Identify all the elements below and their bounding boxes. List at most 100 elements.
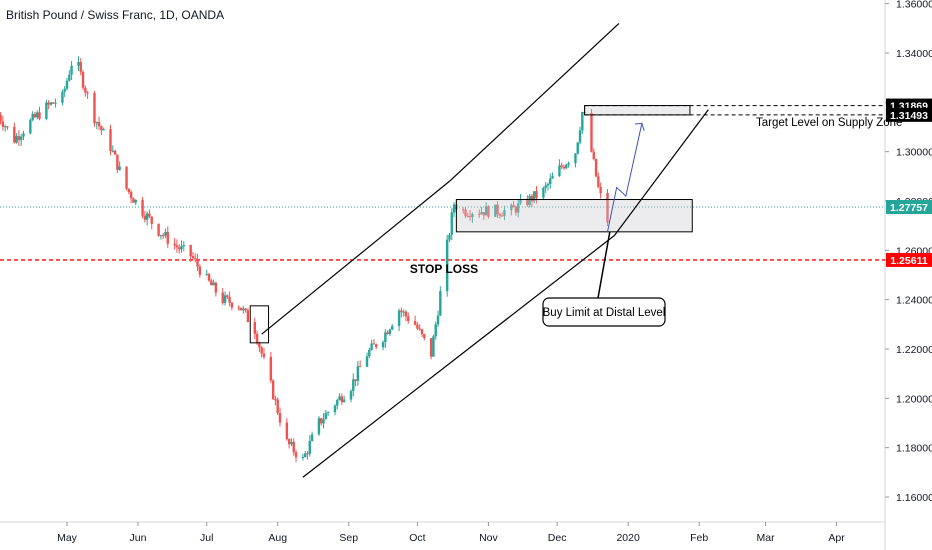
candle-body — [175, 245, 179, 248]
candle-body — [560, 165, 563, 167]
projection-arrow — [607, 123, 643, 232]
candle-body — [262, 353, 266, 357]
candle-body — [178, 247, 181, 250]
candle-body — [116, 154, 119, 170]
candle-body — [478, 213, 481, 215]
candle-body — [38, 112, 41, 119]
candle-body — [150, 216, 153, 224]
candle-body — [242, 308, 245, 311]
candle-body — [84, 87, 87, 93]
candle-body — [196, 259, 199, 267]
candle-body — [397, 310, 401, 326]
candle-body — [63, 88, 66, 92]
candle-body — [439, 291, 442, 316]
candle-body — [592, 151, 595, 159]
candle-body — [448, 234, 451, 240]
x-tick-label: Nov — [479, 532, 498, 544]
candle-body — [6, 126, 9, 128]
y-tick-label: 1.16000 — [896, 492, 932, 504]
candle-body — [221, 292, 224, 303]
candle-body — [173, 243, 176, 246]
candle-body — [134, 199, 137, 203]
candle-body — [157, 223, 160, 236]
candle-body — [452, 204, 456, 213]
candle-body — [77, 62, 80, 66]
candle-body — [276, 399, 279, 414]
candle-body — [237, 307, 240, 309]
candle-body — [68, 74, 71, 81]
candle-body — [384, 332, 387, 343]
candle-body — [349, 391, 353, 400]
candle-body — [386, 332, 389, 334]
y-tick-label: 1.26000 — [896, 245, 932, 257]
candle-body — [189, 244, 192, 257]
candle-body — [514, 207, 518, 213]
candle-body — [526, 199, 529, 206]
channel-lower-line — [613, 109, 709, 236]
candle-body — [13, 126, 16, 143]
candle-body — [542, 187, 545, 198]
candle-body — [33, 113, 37, 118]
candle-body — [255, 333, 259, 344]
candle-body — [294, 452, 298, 458]
candle-body — [49, 102, 53, 105]
candle-body — [468, 215, 472, 217]
candle-body — [516, 203, 520, 213]
candle-body — [372, 343, 376, 345]
candle-body — [416, 324, 419, 329]
candle-body — [161, 235, 165, 237]
candle-body — [287, 439, 291, 445]
candle-body — [565, 164, 568, 169]
candle-body — [3, 126, 7, 128]
candle-body — [210, 280, 213, 286]
candle-body — [253, 322, 257, 334]
x-tick-label: 2020 — [616, 532, 640, 544]
candle-body — [54, 102, 57, 104]
x-tick-label: Apr — [828, 532, 845, 544]
candle-body — [191, 256, 195, 259]
candle-body — [148, 213, 151, 217]
buy-limit-callout — [542, 297, 666, 327]
candle-body — [471, 213, 474, 217]
buy-limit-label: Buy Limit at Distal Level — [543, 307, 666, 319]
candle-body — [303, 453, 307, 458]
candle-body — [558, 165, 561, 177]
candle-body — [36, 112, 39, 118]
candle-body — [113, 150, 117, 155]
chart-title: British Pound / Swiss Franc, 1D, OANDA — [6, 8, 225, 22]
candle-body — [317, 418, 321, 435]
candle-body — [93, 93, 96, 124]
candle-body — [498, 214, 502, 216]
candle-body — [320, 418, 323, 424]
candle-body — [95, 122, 98, 124]
y-tick-label: 1.22000 — [896, 344, 932, 356]
candle-body — [400, 310, 403, 313]
candle-body — [285, 422, 289, 440]
candle-body — [519, 199, 522, 204]
candle-body — [528, 195, 531, 206]
channel-lower-line — [302, 235, 615, 478]
candle-body — [212, 282, 215, 286]
candle-body — [599, 186, 602, 194]
candle-body — [164, 231, 167, 236]
candle-body — [356, 366, 360, 381]
candle-body — [466, 215, 470, 217]
candle-body — [226, 295, 229, 298]
candle-body — [404, 311, 408, 317]
candle-body — [388, 329, 392, 334]
candle-body — [354, 379, 357, 381]
candle-body — [391, 325, 394, 330]
candle-body — [342, 399, 346, 403]
candle-body — [102, 129, 105, 131]
candle-body — [198, 266, 202, 275]
candle-body — [17, 136, 21, 140]
candle-body — [352, 379, 355, 392]
candle-body — [578, 130, 582, 143]
candle-body — [47, 102, 50, 105]
candle-body — [402, 311, 405, 313]
candle-body — [581, 112, 584, 131]
candle-body — [141, 199, 144, 216]
y-tick-label: 1.20000 — [896, 393, 932, 405]
